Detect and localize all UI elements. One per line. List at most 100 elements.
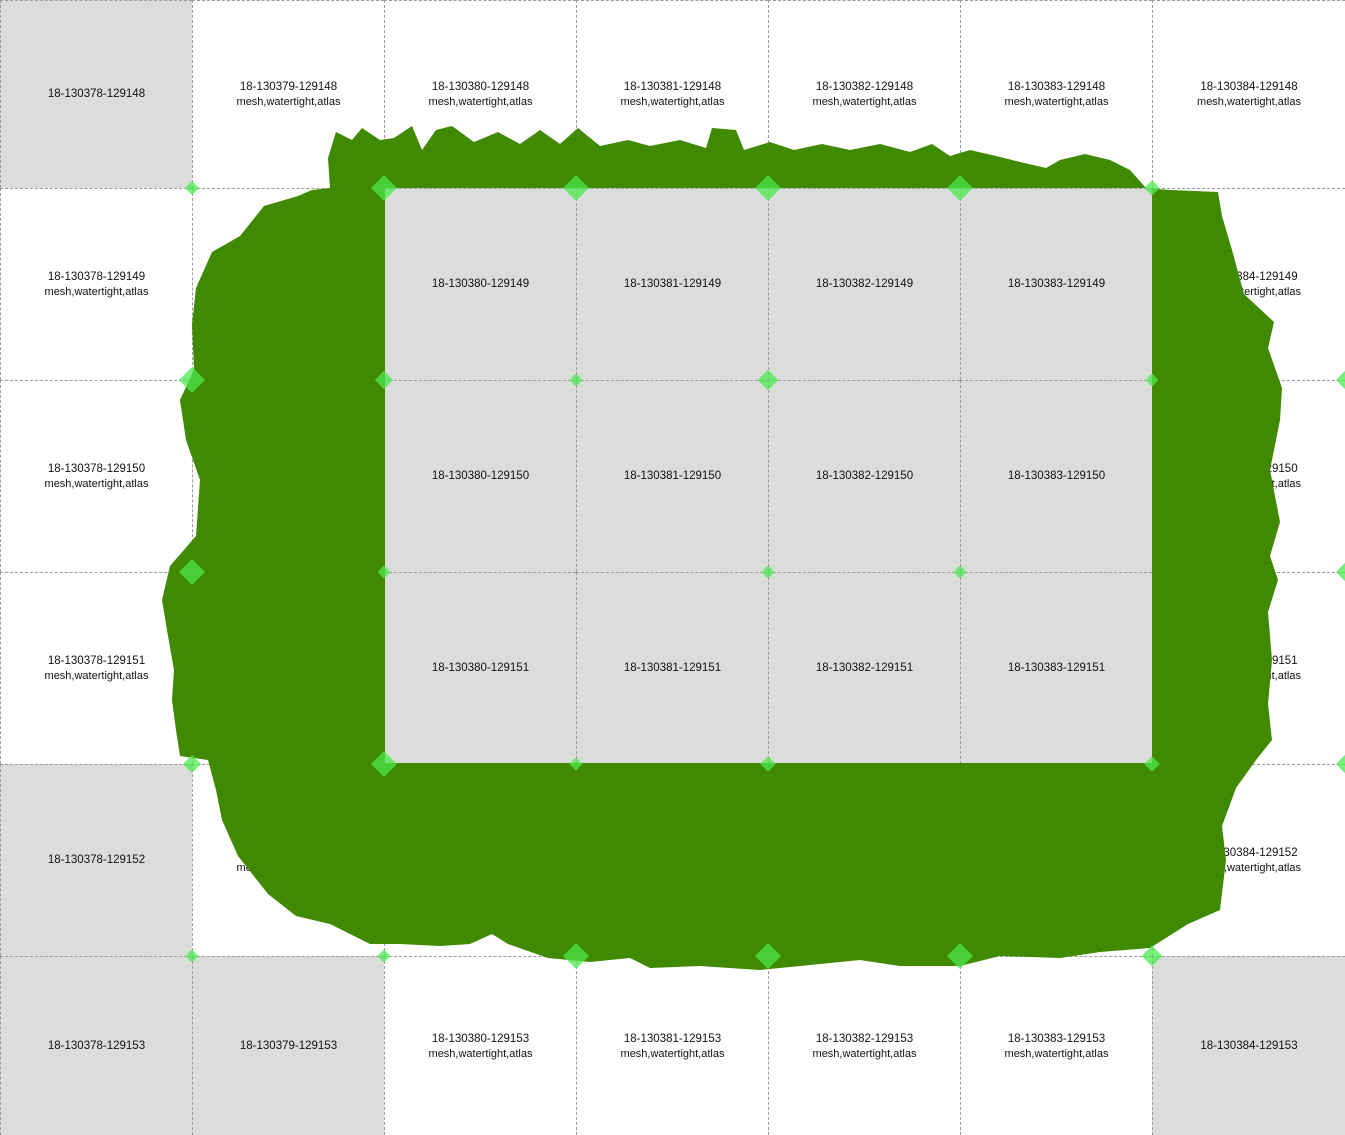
map-tile: 18-130381-129149 — [576, 188, 768, 380]
tile-id-label: 18-130383-129150 — [1007, 470, 1106, 482]
tile-id-label: 18-130378-129151 — [47, 655, 146, 667]
tile-id-label: 18-130382-129148 — [815, 81, 914, 93]
tile-id-label: 18-130381-129153 — [623, 1032, 722, 1045]
map-tile: 18-130382-129152 mesh,watertight,atlas — [768, 764, 960, 956]
tile-layers-label: mesh,watertight,atlas — [1004, 96, 1109, 108]
tile-id-label: 18-130381-129152 — [623, 847, 722, 859]
tile-id-label: 18-130382-129153 — [815, 1032, 914, 1045]
tile-id-label: 18-130380-129152 — [431, 847, 530, 859]
tile-layers-label: mesh,watertight,atlas — [236, 862, 341, 874]
map-tile: 18-130380-129149 — [384, 188, 576, 380]
map-tile: 18-130380-129150 — [384, 380, 576, 572]
map-tile: 18-130384-129153 — [1152, 956, 1345, 1135]
tile-id-label: 18-130380-129148 — [431, 81, 530, 93]
tile-layers-label: mesh,watertight,atlas — [812, 96, 917, 108]
tile-layers-label: mesh,watertight,atlas — [236, 478, 341, 490]
tile-id-label: 18-130380-129153 — [431, 1032, 530, 1045]
tile-id-label: 18-130379-129148 — [239, 81, 338, 93]
tile-id-label: 18-130384-129153 — [1200, 1039, 1298, 1052]
map-tile: 18-130381-129151 — [576, 572, 768, 764]
map-tile: 18-130384-129149 mesh,watertight,atlas — [1152, 188, 1345, 380]
map-tile: 18-130384-129148 mesh,watertight,atlas — [1152, 0, 1345, 188]
tile-id-label: 18-130384-129149 — [1200, 271, 1298, 283]
tile-layers-label: mesh,watertight,atlas — [620, 96, 725, 108]
map-tile: 18-130384-129152 mesh,watertight,atlas — [1152, 764, 1345, 956]
tile-layers-label: mesh,watertight,atlas — [1197, 96, 1301, 108]
tile-id-label: 18-130378-129152 — [47, 854, 146, 866]
tile-layers-label: mesh,watertight,atlas — [236, 286, 341, 298]
tile-id-label: 18-130379-129152 — [239, 847, 338, 859]
tile-id-label: 18-130379-129151 — [239, 655, 338, 667]
map-tile: 18-130382-129150 — [768, 380, 960, 572]
tile-id-label: 18-130381-129151 — [623, 662, 722, 674]
tile-id-label: 18-130383-129153 — [1007, 1032, 1106, 1045]
tile-layers-label: mesh,watertight,atlas — [812, 1047, 917, 1060]
tile-layers-label: mesh,watertight,atlas — [620, 862, 725, 874]
tile-layers-label: mesh,watertight,atlas — [1197, 286, 1301, 298]
tile-id-label: 18-130378-129148 — [47, 88, 146, 100]
map-tile: 18-130378-129152 — [0, 764, 192, 956]
tile-layers-label: mesh,watertight,atlas — [620, 1047, 725, 1060]
map-tile: 18-130381-129153 mesh,watertight,atlas — [576, 956, 768, 1135]
tile-id-label: 18-130384-129148 — [1200, 81, 1298, 93]
tile-layers-label: mesh,watertight,atlas — [1004, 862, 1109, 874]
tile-id-label: 18-130378-129149 — [47, 271, 146, 283]
tile-layers-label: mesh,watertight,atlas — [1197, 862, 1301, 874]
map-tile: 18-130382-129148 mesh,watertight,atlas — [768, 0, 960, 188]
tile-id-label: 18-130384-129151 — [1200, 655, 1298, 667]
tile-id-label: 18-130381-129149 — [623, 278, 722, 290]
map-tile: 18-130381-129152 mesh,watertight,atlas — [576, 764, 768, 956]
tile-id-label: 18-130379-129153 — [239, 1039, 338, 1052]
map-tile: 18-130383-129153 mesh,watertight,atlas — [960, 956, 1152, 1135]
tile-id-label: 18-130378-129150 — [47, 463, 146, 475]
tile-layers-label: mesh,watertight,atlas — [1197, 478, 1301, 490]
map-tile: 18-130379-129150 mesh,watertight,atlas — [192, 380, 384, 572]
map-tile: 18-130379-129152 mesh,watertight,atlas — [192, 764, 384, 956]
tile-id-label: 18-130379-129149 — [239, 271, 338, 283]
map-tile: 18-130383-129149 — [960, 188, 1152, 380]
map-tile: 18-130379-129148 mesh,watertight,atlas — [192, 0, 384, 188]
map-tile: 18-130379-129149 mesh,watertight,atlas — [192, 188, 384, 380]
map-tile: 18-130378-129148 — [0, 0, 192, 188]
tile-id-label: 18-130381-129150 — [623, 470, 722, 482]
tile-layers-label: mesh,watertight,atlas — [428, 96, 533, 108]
map-tile: 18-130383-129148 mesh,watertight,atlas — [960, 0, 1152, 188]
tile-id-label: 18-130380-129149 — [431, 278, 530, 290]
tile-layers-label: mesh,watertight,atlas — [1004, 1047, 1109, 1060]
tile-id-label: 18-130384-129150 — [1200, 463, 1298, 475]
map-tile: 18-130383-129152 mesh,watertight,atlas — [960, 764, 1152, 956]
map-tile: 18-130380-129153 mesh,watertight,atlas — [384, 956, 576, 1135]
tile-id-label: 18-130382-129152 — [815, 847, 914, 859]
map-tile: 18-130378-129151 mesh,watertight,atlas — [0, 572, 192, 764]
tile-id-label: 18-130383-129151 — [1007, 662, 1106, 674]
tile-layers-label: mesh,watertight,atlas — [44, 286, 149, 298]
tile-id-label: 18-130379-129150 — [239, 463, 338, 475]
tile-layers-label: mesh,watertight,atlas — [44, 670, 149, 682]
tile-layers-label: mesh,watertight,atlas — [1197, 670, 1301, 682]
map-tile: 18-130381-129148 mesh,watertight,atlas — [576, 0, 768, 188]
map-tile: 18-130380-129151 — [384, 572, 576, 764]
tile-id-label: 18-130383-129148 — [1007, 81, 1106, 93]
tile-layers-label: mesh,watertight,atlas — [428, 1047, 533, 1060]
tile-id-label: 18-130381-129148 — [623, 81, 722, 93]
map-tile: 18-130383-129150 — [960, 380, 1152, 572]
tile-id-label: 18-130380-129151 — [431, 662, 530, 674]
tile-id-label: 18-130382-129150 — [815, 470, 914, 482]
map-tile: 18-130384-129150 mesh,watertight,atlas — [1152, 380, 1345, 572]
map-tile: 18-130378-129149 mesh,watertight,atlas — [0, 188, 192, 380]
map-tile: 18-130379-129151 mesh,watertight,atlas — [192, 572, 384, 764]
map-tile: 18-130382-129149 — [768, 188, 960, 380]
map-tile: 18-130380-129148 mesh,watertight,atlas — [384, 0, 576, 188]
tile-id-label: 18-130378-129153 — [47, 1039, 146, 1052]
map-tile: 18-130378-129150 mesh,watertight,atlas — [0, 380, 192, 572]
tile-layers-label: mesh,watertight,atlas — [236, 96, 341, 108]
tile-layers-label: mesh,watertight,atlas — [428, 862, 533, 874]
tile-layers-label: mesh,watertight,atlas — [236, 670, 341, 682]
map-tile: 18-130378-129153 — [0, 956, 192, 1135]
tile-id-label: 18-130384-129152 — [1200, 847, 1298, 859]
map-tile: 18-130381-129150 — [576, 380, 768, 572]
tile-id-label: 18-130382-129151 — [815, 662, 914, 674]
map-tile: 18-130383-129151 — [960, 572, 1152, 764]
